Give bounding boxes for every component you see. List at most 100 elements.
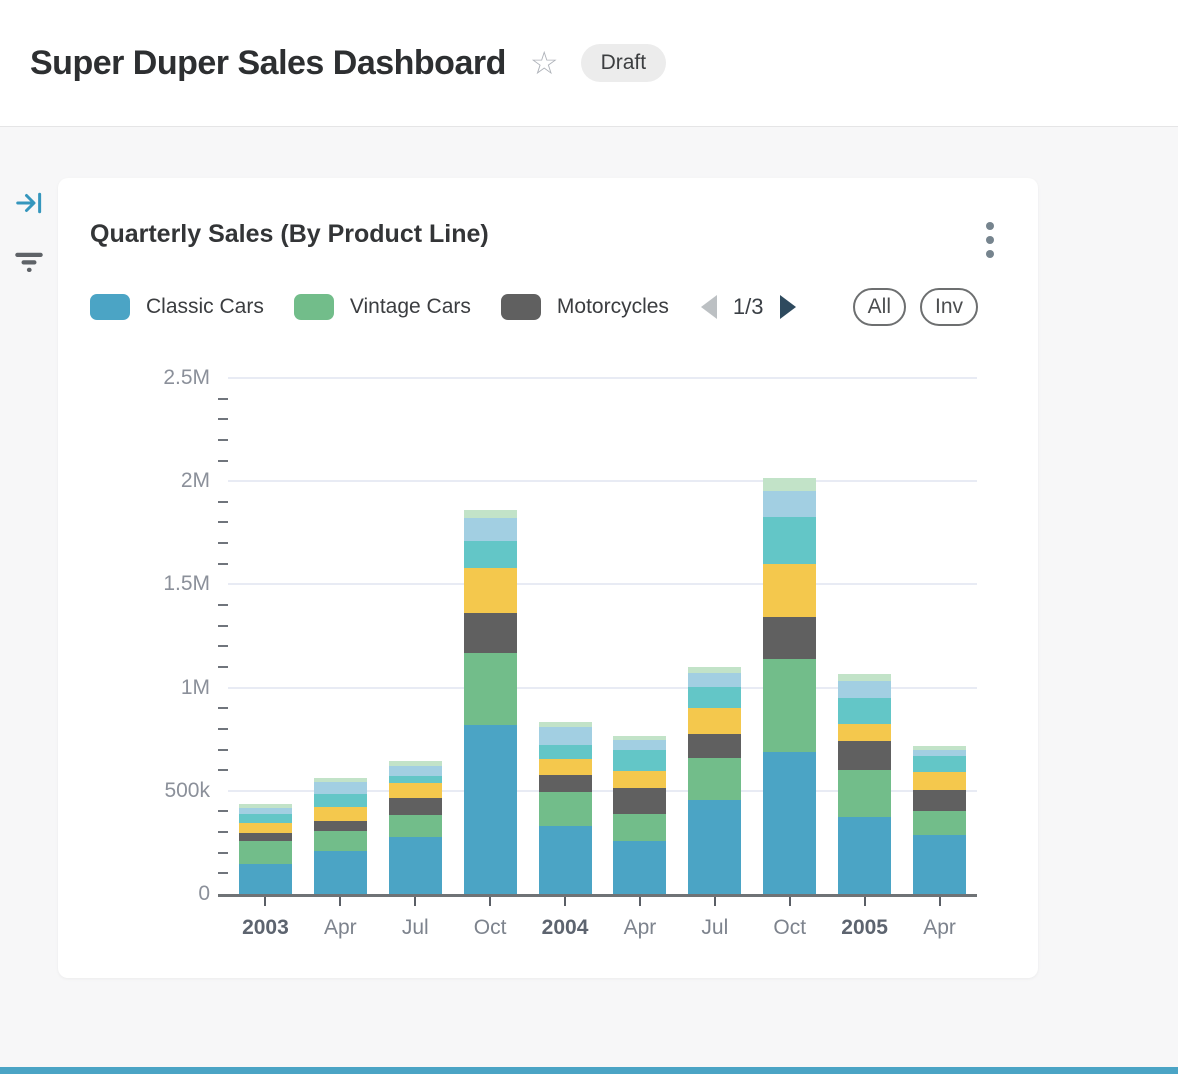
bar-segment[interactable] [913, 755, 967, 772]
bar-segment[interactable] [613, 787, 667, 815]
bar-segment[interactable] [463, 509, 517, 519]
bar-segment[interactable] [613, 749, 667, 771]
filter-icon[interactable] [14, 244, 44, 274]
bar-segment[interactable] [838, 681, 892, 699]
legend-item[interactable]: Classic Cars [90, 294, 264, 320]
bar-segment[interactable] [838, 698, 892, 724]
bar-segment[interactable] [313, 782, 367, 795]
stacked-bar[interactable] [688, 666, 742, 894]
bar-segment[interactable] [688, 687, 742, 709]
bar-segment[interactable] [538, 758, 592, 775]
stacked-bar[interactable] [313, 778, 367, 894]
bar-segment[interactable] [238, 808, 292, 815]
gridline [228, 686, 977, 689]
bar-segment[interactable] [613, 735, 667, 740]
legend-item[interactable]: Motorcycles [500, 294, 669, 320]
bar-segment[interactable] [463, 653, 517, 725]
bar-segment[interactable] [463, 613, 517, 654]
bar-segment[interactable] [913, 790, 967, 811]
legend-prev-icon[interactable] [700, 295, 717, 319]
select-all-button[interactable]: All [852, 288, 906, 326]
bar-segment[interactable] [313, 831, 367, 852]
bar-segment[interactable] [538, 744, 592, 759]
bar-segment[interactable] [238, 804, 292, 809]
bar-segment[interactable] [238, 864, 292, 894]
collapse-panel-icon[interactable] [14, 188, 44, 218]
bar-segment[interactable] [688, 758, 742, 800]
kebab-menu-icon[interactable] [980, 216, 1000, 264]
bar-segment[interactable] [313, 851, 367, 894]
bar-segment[interactable] [313, 778, 367, 783]
y-axis-minor-tick [218, 707, 228, 710]
bar-segment[interactable] [388, 814, 442, 838]
bar-segment[interactable] [763, 563, 817, 618]
bar-segment[interactable] [238, 833, 292, 842]
stacked-bar[interactable] [763, 477, 817, 894]
bar-segment[interactable] [838, 723, 892, 742]
bar-segment[interactable] [838, 673, 892, 682]
invert-selection-button[interactable]: Inv [919, 288, 978, 326]
bar-segment[interactable] [838, 816, 892, 894]
bar-segment[interactable] [688, 799, 742, 894]
bar-segment[interactable] [913, 834, 967, 894]
status-badge: Draft [580, 44, 667, 82]
bar-segment[interactable] [763, 617, 817, 660]
page-header: Super Duper Sales Dashboard ☆ Draft [0, 0, 1178, 127]
stacked-bar[interactable] [838, 673, 892, 894]
stacked-bar[interactable] [538, 721, 592, 894]
legend-item[interactable]: Vintage Cars [293, 294, 471, 320]
bar-segment[interactable] [538, 792, 592, 827]
bar-segment[interactable] [688, 734, 742, 758]
bar-segment[interactable] [688, 666, 742, 674]
bar-segment[interactable] [688, 708, 742, 735]
bar-segment[interactable] [538, 826, 592, 894]
bar-segment[interactable] [763, 477, 817, 491]
bar-segment[interactable] [388, 837, 442, 894]
bar-segment[interactable] [613, 814, 667, 842]
x-axis-label: 2005 [841, 916, 888, 939]
bar-segment[interactable] [463, 540, 517, 569]
bar-segment[interactable] [688, 673, 742, 688]
bar-segment[interactable] [388, 797, 442, 815]
bar-segment[interactable] [763, 517, 817, 564]
bar-segment[interactable] [763, 659, 817, 752]
bar-segment[interactable] [538, 721, 592, 728]
bar-segment[interactable] [313, 821, 367, 832]
bar-segment[interactable] [763, 751, 817, 894]
bar-segment[interactable] [238, 841, 292, 865]
bar-segment[interactable] [313, 807, 367, 822]
x-axis-tick [489, 897, 492, 906]
star-icon[interactable]: ☆ [529, 45, 559, 81]
bar-segment[interactable] [838, 770, 892, 817]
bar-segment[interactable] [388, 782, 442, 798]
stacked-bar[interactable] [388, 761, 442, 894]
bar-segment[interactable] [538, 774, 592, 793]
bar-segment[interactable] [538, 727, 592, 745]
bar-segment[interactable] [463, 724, 517, 894]
bar-segment[interactable] [388, 766, 442, 777]
legend: Classic Cars Vintage Cars Motorcycles [90, 294, 669, 320]
bar-segment[interactable] [613, 841, 667, 894]
bar-segment[interactable] [313, 794, 367, 808]
bar-segment[interactable] [463, 568, 517, 614]
bar-segment[interactable] [388, 776, 442, 783]
bar-segment[interactable] [763, 490, 817, 518]
bar-segment[interactable] [463, 518, 517, 541]
bar-segment[interactable] [238, 823, 292, 834]
bar-segment[interactable] [388, 761, 442, 767]
stacked-bar[interactable] [613, 735, 667, 894]
bar-segment[interactable] [613, 770, 667, 788]
bar-segment[interactable] [913, 750, 967, 756]
legend-next-icon[interactable] [779, 295, 796, 319]
bar-segment[interactable] [838, 741, 892, 771]
bar-segment[interactable] [913, 810, 967, 835]
y-axis-minor-tick [218, 851, 228, 854]
stacked-bar[interactable] [913, 746, 967, 894]
bar-segment[interactable] [913, 746, 967, 751]
bar-segment[interactable] [913, 771, 967, 791]
bar-slot [752, 378, 827, 894]
stacked-bar[interactable] [238, 804, 292, 894]
bar-segment[interactable] [613, 739, 667, 750]
bar-segment[interactable] [238, 814, 292, 824]
stacked-bar[interactable] [463, 509, 517, 894]
